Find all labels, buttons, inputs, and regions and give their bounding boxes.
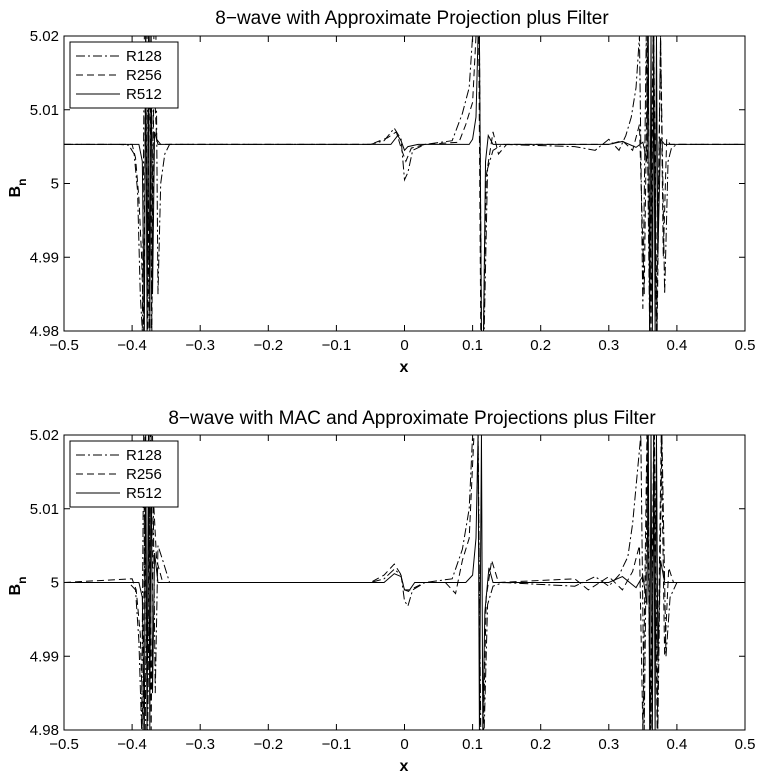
x-tick-label: 0 bbox=[400, 736, 408, 753]
plot-area bbox=[64, 36, 745, 331]
x-axis-label: x bbox=[400, 758, 409, 775]
x-tick-label: 0.5 bbox=[735, 337, 756, 354]
chart-bottom: 8−wave with MAC and Approximate Projecti… bbox=[7, 408, 755, 775]
y-tick-label: 5.01 bbox=[30, 501, 59, 518]
series-line-r256 bbox=[64, 435, 745, 730]
x-axis-label: x bbox=[400, 359, 409, 376]
legend-label-r512: R512 bbox=[126, 86, 162, 103]
x-tick-label: −0.3 bbox=[185, 337, 215, 354]
x-tick-label: −0.3 bbox=[185, 736, 215, 753]
y-axis-label-subscript: n bbox=[15, 577, 29, 584]
y-tick-label: 4.98 bbox=[30, 722, 59, 739]
svg-text:Bn: Bn bbox=[7, 577, 29, 596]
chart-title: 8−wave with Approximate Projection plus … bbox=[215, 8, 609, 29]
y-tick-label: 5.01 bbox=[30, 102, 59, 119]
series-line-r512 bbox=[64, 36, 745, 331]
x-tick-label: 0.3 bbox=[598, 337, 619, 354]
y-axis-label: Bn bbox=[7, 577, 29, 596]
x-tick-label: −0.4 bbox=[117, 337, 147, 354]
plot-area bbox=[64, 435, 745, 730]
y-axis-label-subscript: n bbox=[15, 179, 29, 186]
x-tick-label: 0.4 bbox=[666, 736, 687, 753]
y-tick-label: 5 bbox=[51, 575, 59, 592]
y-axis-label-main: B bbox=[7, 186, 24, 198]
legend-label-r256: R256 bbox=[126, 466, 162, 483]
x-tick-label: 0.4 bbox=[666, 337, 687, 354]
y-tick-label: 4.98 bbox=[30, 323, 59, 340]
chart-top: 8−wave with Approximate Projection plus … bbox=[7, 8, 755, 376]
legend-label-r256: R256 bbox=[126, 67, 162, 84]
x-tick-label: 0.2 bbox=[530, 337, 551, 354]
x-tick-label: 0.2 bbox=[530, 736, 551, 753]
legend-label-r512: R512 bbox=[126, 485, 162, 502]
chart-title: 8−wave with MAC and Approximate Projecti… bbox=[168, 408, 656, 429]
y-axis-label-main: B bbox=[7, 584, 24, 596]
x-tick-label: −0.2 bbox=[253, 736, 283, 753]
legend: R128 R256 R512 bbox=[69, 41, 179, 109]
legend-label-r128: R128 bbox=[126, 447, 162, 464]
y-tick-label: 4.99 bbox=[30, 648, 59, 665]
x-tick-label: 0.3 bbox=[598, 736, 619, 753]
y-tick-label: 5.02 bbox=[30, 427, 59, 444]
x-tick-label: 0.1 bbox=[462, 736, 483, 753]
x-tick-label: −0.2 bbox=[253, 337, 283, 354]
y-tick-label: 5.02 bbox=[30, 28, 59, 45]
x-tick-label: −0.1 bbox=[322, 337, 352, 354]
x-tick-label: −0.4 bbox=[117, 736, 147, 753]
y-tick-label: 4.99 bbox=[30, 249, 59, 266]
x-tick-label: −0.5 bbox=[49, 736, 79, 753]
x-tick-label: 0.5 bbox=[735, 736, 756, 753]
x-tick-label: −0.1 bbox=[322, 736, 352, 753]
y-tick-label: 5 bbox=[51, 176, 59, 193]
legend: R128 R256 R512 bbox=[69, 440, 179, 508]
svg-text:Bn: Bn bbox=[7, 179, 29, 198]
legend-label-r128: R128 bbox=[126, 48, 162, 65]
x-tick-label: −0.5 bbox=[49, 337, 79, 354]
y-axis-label: Bn bbox=[7, 179, 29, 198]
series-line-r512 bbox=[64, 435, 745, 730]
x-tick-label: 0.1 bbox=[462, 337, 483, 354]
x-tick-label: 0 bbox=[400, 337, 408, 354]
